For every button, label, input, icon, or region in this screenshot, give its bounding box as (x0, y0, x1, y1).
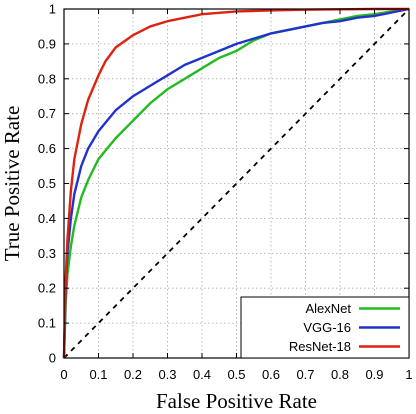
x-tick-label: 0 (60, 367, 67, 382)
x-tick-label: 1 (405, 367, 412, 382)
series-line-alexnet (62, 7, 410, 359)
x-tick-label: 0.2 (124, 367, 142, 382)
x-tick-label: 0.7 (296, 367, 314, 382)
x-tick-label: 0.3 (158, 367, 176, 382)
y-tick-label: 1 (49, 2, 56, 17)
x-tick-label: 0.1 (89, 367, 107, 382)
y-tick-label: 0.5 (38, 176, 56, 191)
y-tick-label: 0.8 (38, 71, 56, 86)
x-tick-label: 0.9 (365, 367, 383, 382)
legend-label: AlexNet (305, 301, 351, 316)
y-axis-label: True Positive Rate (0, 106, 24, 262)
x-tick-label: 0.5 (227, 367, 245, 382)
series-line-resnet-18 (62, 7, 409, 359)
y-tick-label: 0.9 (38, 36, 56, 51)
legend-label: ResNet-18 (289, 339, 351, 354)
legend: AlexNet VGG-16 ResNet-18 (240, 296, 410, 359)
x-tick-label: 0.4 (193, 367, 211, 382)
y-tick-label: 0 (49, 351, 56, 366)
series-line-vgg-16 (62, 7, 410, 359)
diagonal-reference-line (63, 8, 410, 359)
y-tick-label: 0.6 (38, 141, 56, 156)
y-tick-label: 0.1 (38, 316, 56, 331)
diagonal-reference-layer (63, 8, 410, 359)
x-tick-labels: 0 0.1 0.2 0.3 0.4 0.5 0.6 0.7 0.8 0.9 1 (60, 367, 412, 382)
y-tick-label: 0.7 (38, 106, 56, 121)
y-tick-labels: 0 0.1 0.2 0.3 0.4 0.5 0.6 0.7 0.8 0.9 1 (38, 2, 56, 366)
series-layer (62, 7, 410, 359)
x-tick-label: 0.6 (262, 367, 280, 382)
y-tick-label: 0.4 (38, 211, 56, 226)
y-tick-label: 0.2 (38, 281, 56, 296)
y-tick-label: 0.3 (38, 246, 56, 261)
x-tick-label: 0.8 (331, 367, 349, 382)
legend-label: VGG-16 (303, 320, 351, 335)
x-axis-label: False Positive Rate (156, 389, 317, 413)
